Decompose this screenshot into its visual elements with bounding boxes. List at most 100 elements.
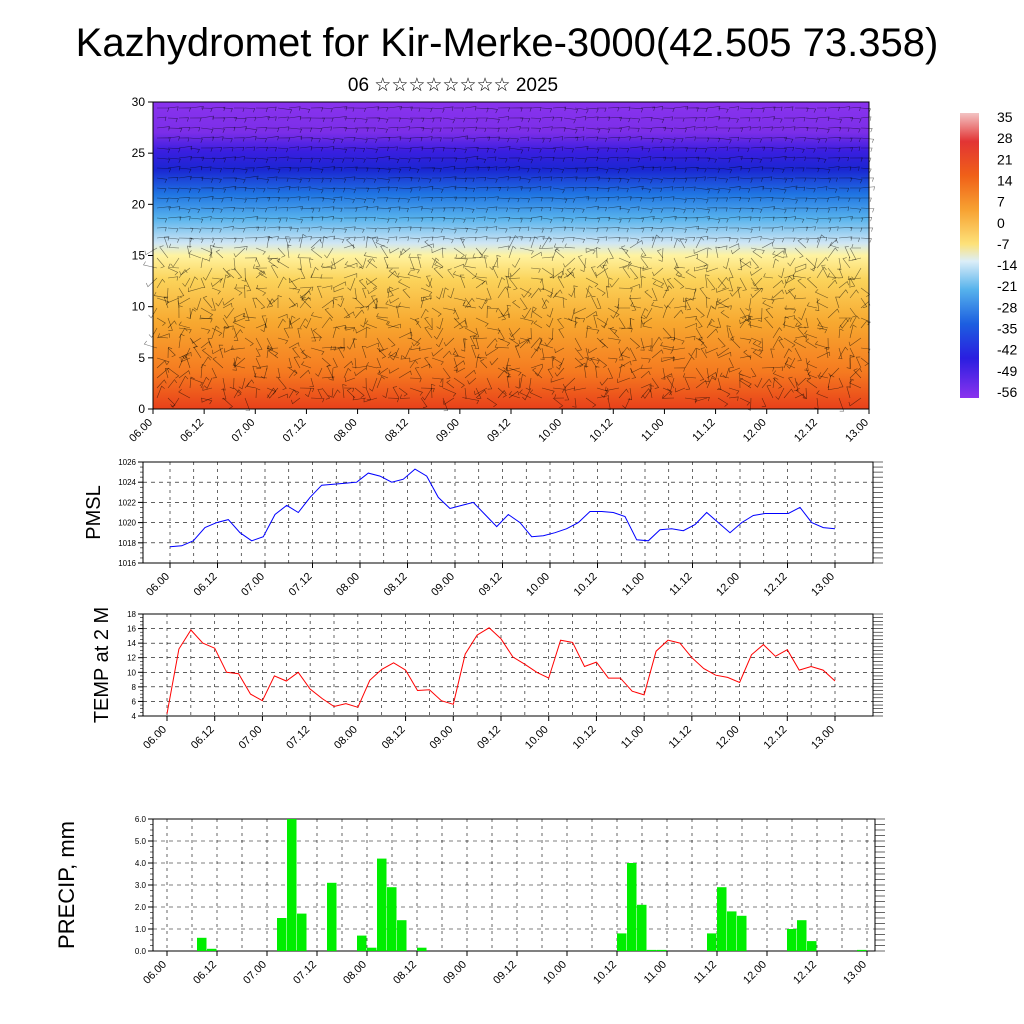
wind-barb [486,338,498,349]
wind-barb [695,227,709,234]
wind-barb [519,217,533,223]
precip-bar [357,935,367,951]
wind-barb [772,207,787,214]
wind-barb [574,126,585,132]
wind-barb [662,127,674,133]
wind-barb [200,277,206,289]
wind-barb [596,259,609,269]
wind-barb [383,257,389,269]
wind-barb [474,337,480,350]
wind-barb [699,287,708,299]
wind-barb [662,116,674,121]
wind-barb [475,207,489,213]
wind-barb [244,397,251,411]
wind-barb [618,187,629,193]
wind-barb [486,305,492,319]
wind-barb [167,136,180,141]
wind-barb [409,137,423,142]
wind-barb [200,356,211,369]
wind-barb [436,287,444,300]
wind-barb [848,256,862,262]
wind-barb [508,125,521,131]
wind-barb [816,116,830,121]
wind-barb [266,116,277,121]
wind-barb [794,117,806,122]
colorbar-label: -14 [997,257,1017,273]
wind-barb [533,320,543,329]
wind-barb [772,258,779,269]
wind-barb [666,278,675,289]
wind-barb [332,196,343,201]
wind-barb [256,284,268,290]
wind-barb [825,347,831,359]
wind-barb [860,207,875,213]
wind-barb [266,136,279,141]
wind-barb [816,147,828,152]
wind-barb [849,137,861,143]
wind-barb [409,377,422,383]
wind-barb [585,136,599,141]
wind-barb [730,287,741,297]
wind-barb [651,166,662,171]
wind-barb [297,253,312,259]
wind-barb [794,317,802,327]
wind-barb [442,227,457,234]
wind-barb [299,290,311,299]
wind-barb [586,197,598,202]
pmsl-xtick-label: 07.00 [239,571,267,599]
wind-barb [287,244,292,259]
wind-barb [797,326,807,339]
wind-barb [310,216,324,221]
wind-barb [596,127,611,134]
wind-barb [508,390,520,399]
wind-barb [486,327,501,335]
wind-barb [860,287,871,297]
wind-barb [343,311,355,319]
wind-barb [222,274,230,289]
wind-barb [640,226,654,232]
colorbar-label: 28 [997,130,1013,146]
wind-barb [607,136,620,142]
wind-barb [328,367,334,381]
wind-barb [607,307,620,318]
wind-barb [717,217,729,223]
wind-barb [605,285,611,299]
wind-barb [321,376,335,381]
wind-barb [506,286,512,299]
wind-barb [211,227,222,233]
wind-barb [332,237,345,244]
pmsl-xtick-label: 10.00 [524,571,552,599]
wind-barb [552,207,564,213]
wind-barb [618,196,632,201]
wind-barb [343,273,358,279]
wind-barb [324,307,334,319]
pmsl-xtick-label: 06.12 [192,571,220,599]
colorbar-label: -42 [997,342,1017,358]
wind-barb [299,146,313,151]
wind-barb [706,217,721,224]
wind-barb [728,147,740,152]
precip-bar [327,882,337,951]
precip-bar [707,933,717,951]
wind-barb [596,287,606,296]
temp-ytick-label: 8 [132,683,137,692]
wind-barb [616,304,630,309]
wind-barb [551,356,556,369]
wind-barb [310,157,322,163]
wind-barb [288,317,293,329]
wind-barb [684,297,692,311]
wind-barb [167,147,181,153]
wind-barb [354,365,368,371]
wind-barb [860,107,872,113]
wind-barb [459,274,466,289]
wind-barb [156,333,170,339]
wind-barb [156,126,170,131]
wind-barb [288,227,299,233]
wind-barb [641,317,653,325]
wind-barb [222,267,231,279]
wind-barb [673,197,687,204]
wind-barb [200,363,207,379]
wind-barb [178,117,189,122]
wind-barb [378,347,389,353]
wind-barb [684,167,699,172]
